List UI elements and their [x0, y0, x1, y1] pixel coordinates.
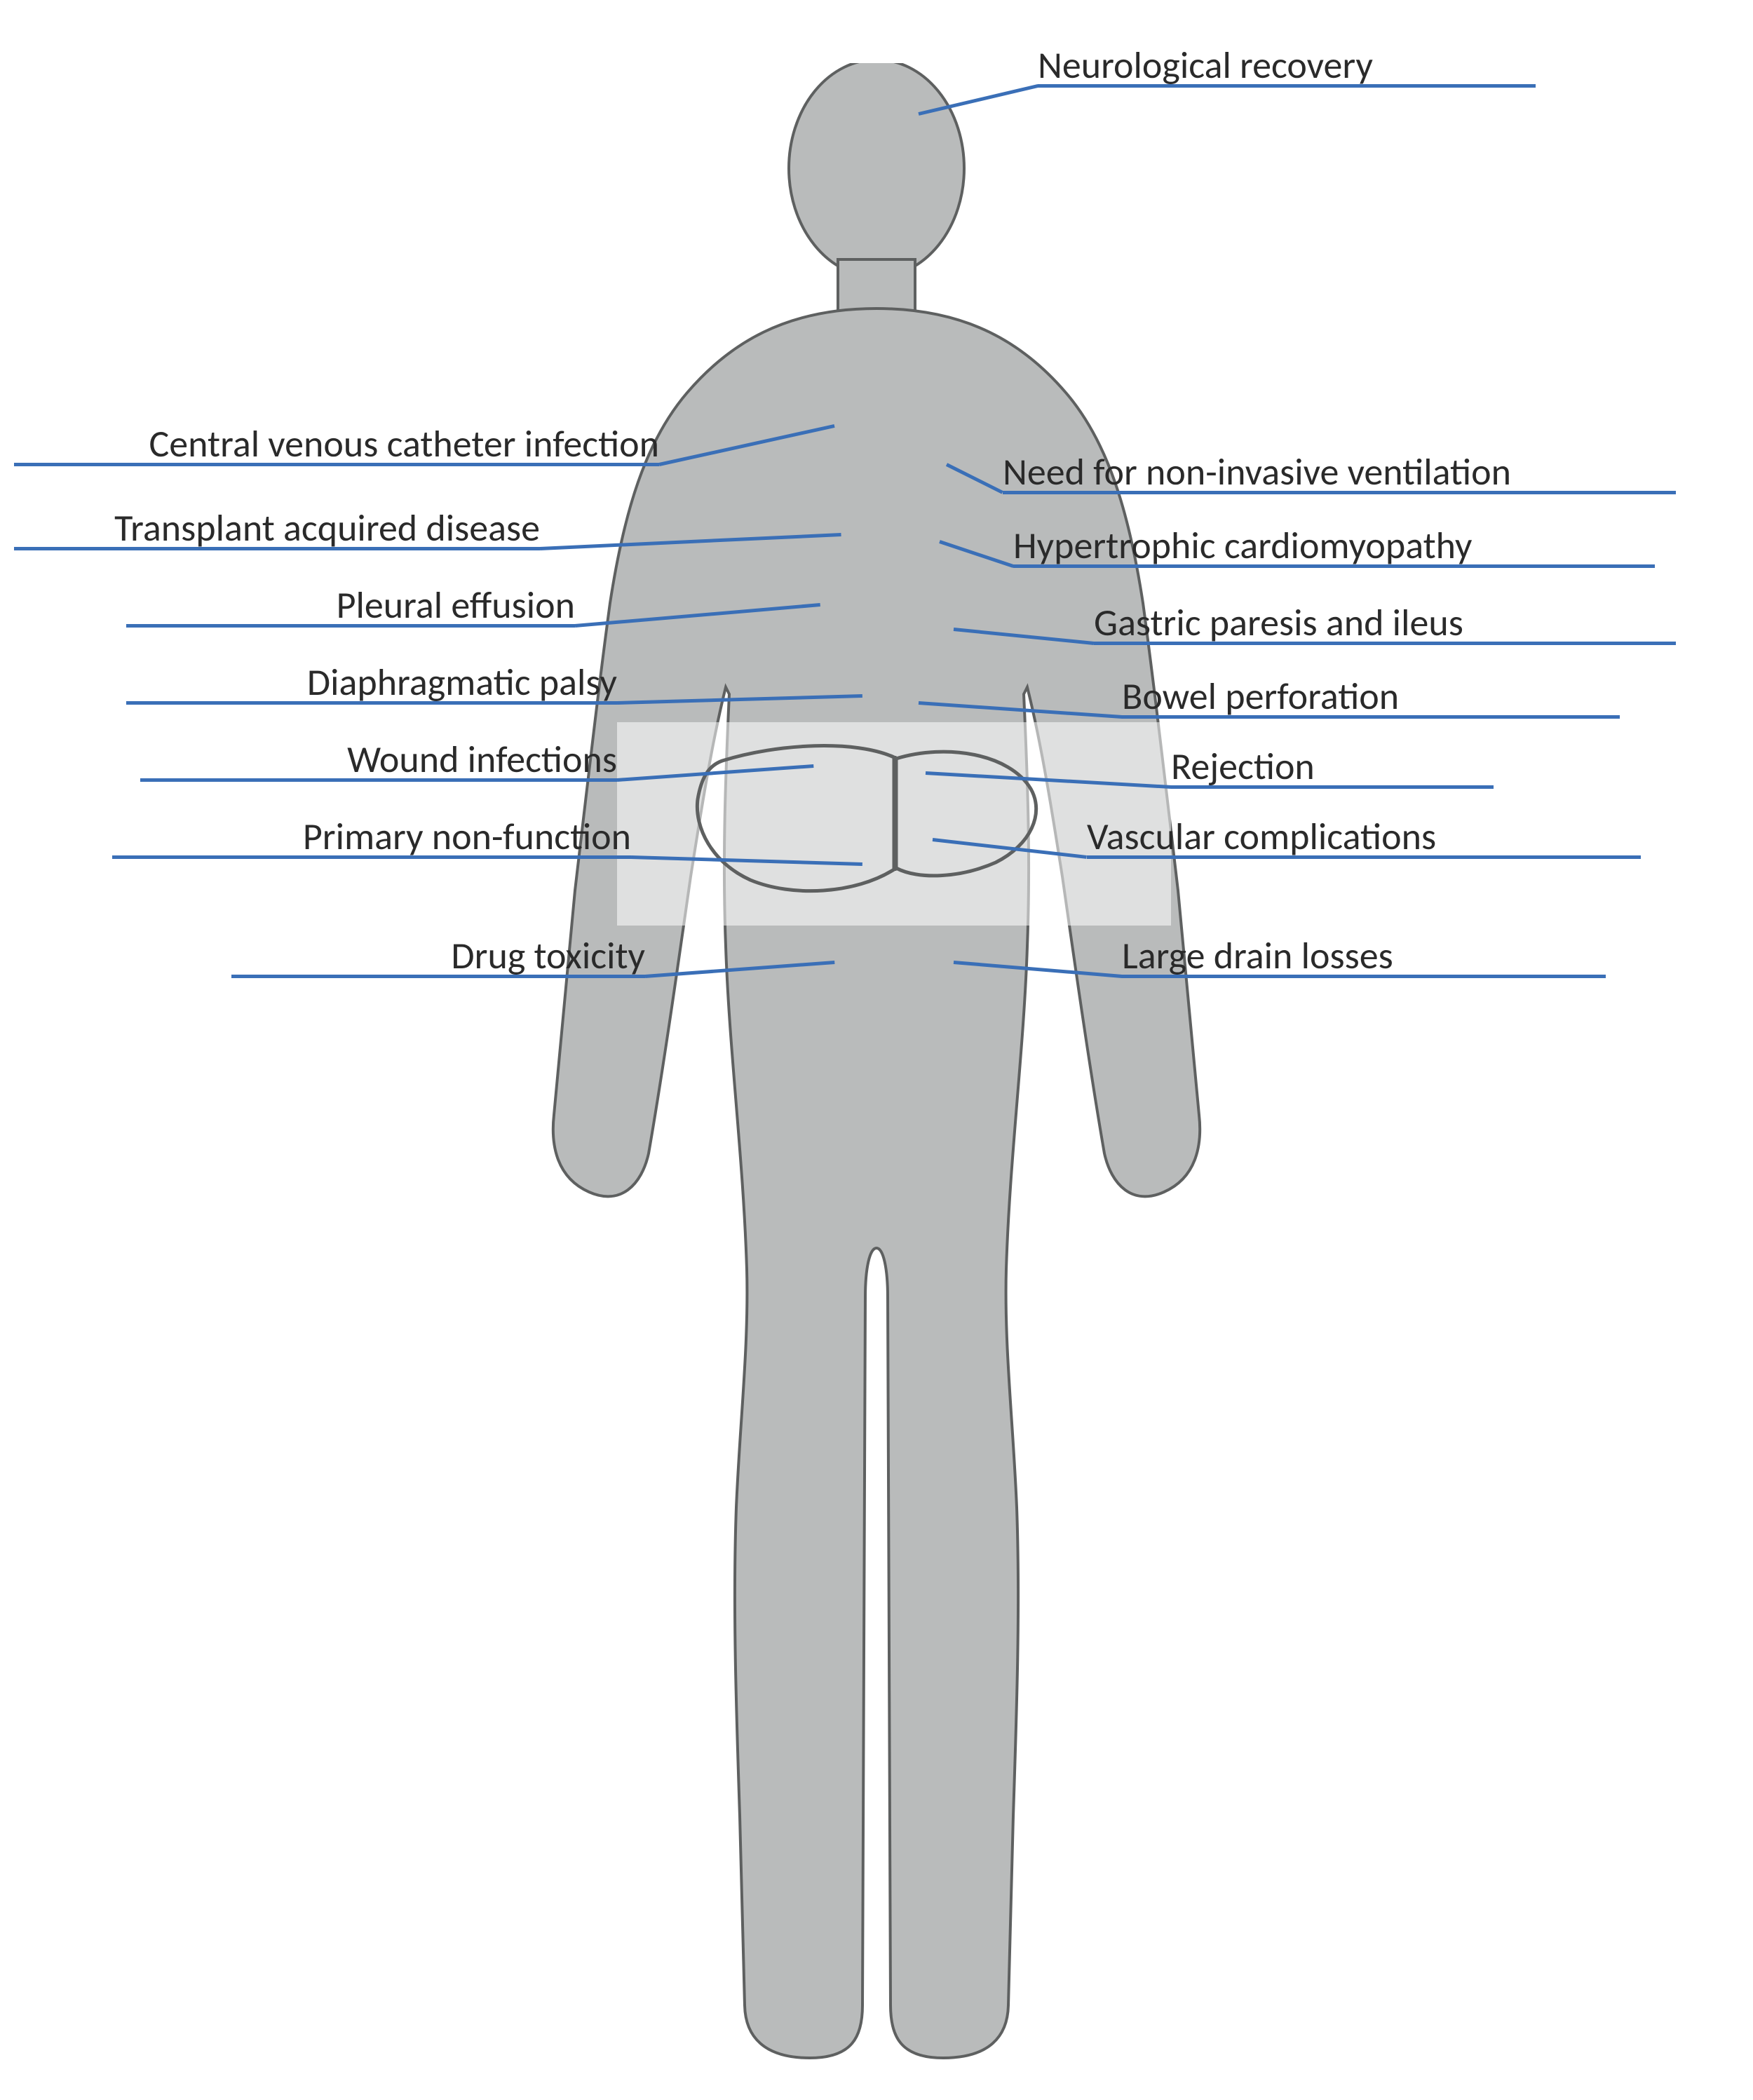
annotation-label: Bowel perforation — [1122, 673, 1399, 719]
label-underline — [14, 463, 659, 466]
annotation-label: Primary non-function — [303, 813, 631, 860]
annotation-label: Transplant acquired disease — [114, 505, 540, 551]
annotation-label: Need for non-invasive ventilation — [1003, 449, 1511, 495]
label-underline — [1094, 642, 1676, 645]
annotation-label: Pleural effusion — [337, 582, 575, 628]
label-underline — [14, 547, 540, 550]
human-body-silhouette — [498, 63, 1255, 2082]
label-underline — [140, 778, 617, 782]
label-underline — [1038, 84, 1536, 88]
annotation-label: Large drain losses — [1122, 933, 1393, 979]
label-underline — [1087, 855, 1641, 859]
annotation-label: Drug toxicity — [451, 933, 645, 979]
label-underline — [1122, 715, 1620, 719]
annotation-label: Wound infections — [347, 736, 617, 783]
annotation-label: Rejection — [1171, 743, 1315, 790]
label-underline — [126, 624, 575, 628]
label-underline — [126, 701, 617, 705]
annotation-label: Vascular complications — [1087, 813, 1436, 860]
annotation-label: Central venous catheter infection — [149, 421, 660, 467]
annotation-label: Diaphragmatic palsy — [307, 659, 617, 705]
label-underline — [1171, 785, 1494, 789]
label-underline — [1122, 975, 1606, 978]
annotation-label: Hypertrophic cardiomyopathy — [1013, 522, 1473, 569]
annotation-label: Neurological recovery — [1038, 42, 1373, 88]
label-underline — [112, 855, 631, 859]
label-underline — [1003, 491, 1676, 494]
label-underline — [231, 975, 645, 978]
annotation-label: Gastric paresis and ileus — [1094, 599, 1463, 646]
label-underline — [1013, 564, 1655, 568]
diagram-canvas: Central venous catheter infection Transpl… — [0, 0, 1753, 2100]
